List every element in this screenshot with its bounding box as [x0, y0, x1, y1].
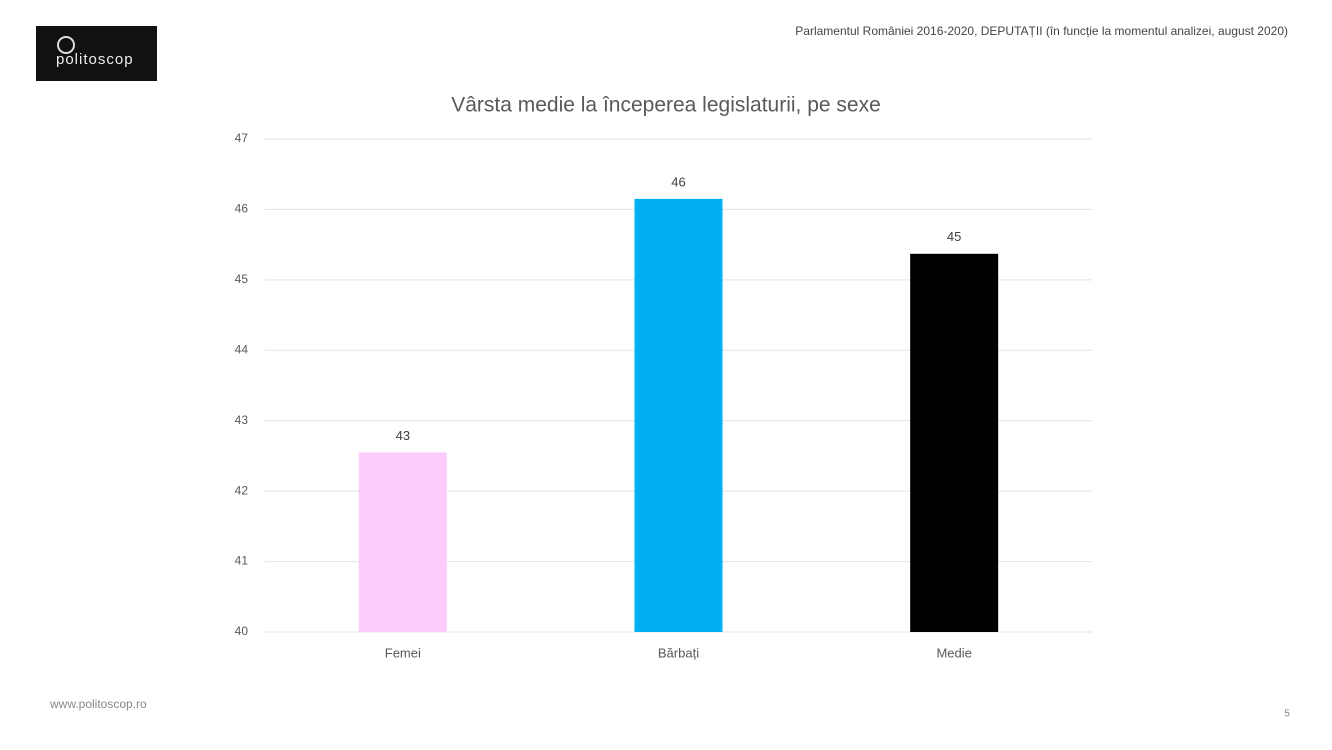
y-tick-label: 44 — [235, 342, 249, 356]
y-tick-label: 46 — [235, 202, 249, 216]
header-note: Parlamentul României 2016-2020, DEPUTAȚI… — [795, 24, 1288, 38]
value-label: 43 — [396, 428, 410, 443]
chart-title: Vârsta medie la începerea legislaturii, … — [451, 94, 881, 117]
y-tick-label: 40 — [235, 624, 249, 638]
x-tick-label: Femei — [385, 645, 421, 660]
y-tick-label: 45 — [235, 272, 249, 286]
logo-icon — [57, 36, 75, 54]
bar — [634, 198, 723, 632]
value-label: 45 — [947, 229, 961, 244]
bar — [910, 253, 999, 632]
y-tick-label: 41 — [235, 554, 249, 568]
logo-text: politoscop — [56, 51, 134, 68]
y-tick-label: 47 — [235, 131, 249, 145]
value-label: 46 — [671, 174, 685, 189]
bar — [358, 452, 447, 632]
y-tick-label: 43 — [235, 413, 249, 427]
x-tick-label: Medie — [936, 645, 971, 660]
x-tick-label: Bărbați — [658, 645, 699, 660]
logo-box — [36, 26, 157, 81]
y-tick-label: 42 — [235, 483, 249, 497]
page-number: 5 — [1284, 709, 1290, 720]
footer: www.politoscop.ro — [49, 697, 147, 711]
